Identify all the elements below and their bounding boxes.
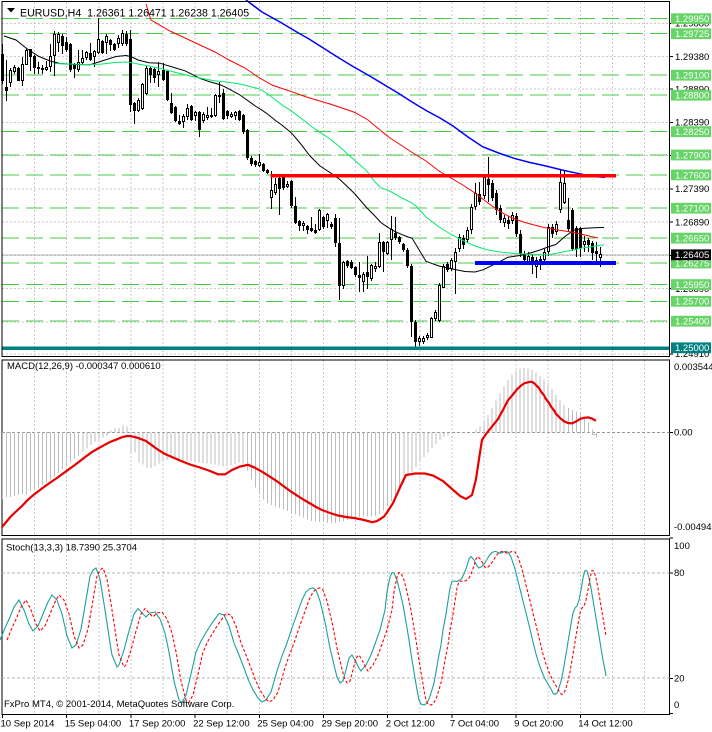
svg-text:10 Sep 2014: 10 Sep 2014 [1, 719, 55, 730]
svg-text:1.26405: 1.26405 [675, 250, 709, 261]
svg-text:29 Sep 20:00: 29 Sep 20:00 [322, 719, 379, 730]
svg-text:1.29380: 1.29380 [675, 52, 709, 63]
svg-text:1.25400: 1.25400 [675, 317, 709, 328]
svg-text:7 Oct 04:00: 7 Oct 04:00 [450, 719, 499, 730]
svg-text:25 Sep 04:00: 25 Sep 04:00 [257, 719, 314, 730]
svg-text:80: 80 [674, 568, 685, 579]
svg-text:1.25950: 1.25950 [675, 280, 709, 291]
svg-text:17 Sep 20:00: 17 Sep 20:00 [129, 719, 186, 730]
svg-text:1.29950: 1.29950 [675, 14, 709, 25]
svg-text:0.00: 0.00 [674, 428, 693, 439]
svg-text:Stoch(13,3,3) 18.7390 25.3704: Stoch(13,3,3) 18.7390 25.3704 [6, 543, 137, 554]
svg-text:1.28250: 1.28250 [675, 127, 709, 138]
svg-text:1.27900: 1.27900 [675, 150, 709, 161]
svg-text:1.29100: 1.29100 [675, 71, 709, 82]
svg-text:1.27600: 1.27600 [675, 170, 709, 181]
svg-text:-0.0049486: -0.0049486 [674, 522, 712, 533]
svg-text:1.29725: 1.29725 [675, 29, 709, 40]
svg-text:22 Sep 12:00: 22 Sep 12:00 [193, 719, 250, 730]
svg-text:9 Oct 20:00: 9 Oct 20:00 [514, 719, 563, 730]
svg-text:1.28800: 1.28800 [675, 91, 709, 102]
svg-text:1.26650: 1.26650 [675, 234, 709, 245]
svg-text:MACD(12,26,9) -0.000347 0.0006: MACD(12,26,9) -0.000347 0.000610 [7, 361, 161, 372]
svg-text:20: 20 [674, 674, 685, 685]
svg-text:1.25000: 1.25000 [675, 343, 709, 354]
svg-text:1.26275: 1.26275 [675, 258, 709, 269]
svg-text:0: 0 [674, 700, 679, 711]
svg-text:2 Oct 12:00: 2 Oct 12:00 [386, 719, 435, 730]
svg-text:1.27100: 1.27100 [675, 204, 709, 215]
svg-text:14 Oct 12:00: 14 Oct 12:00 [578, 719, 632, 730]
svg-text:EURUSD,H4 1.26361 1.26471 1.2: EURUSD,H4 1.26361 1.26471 1.26238 1.2640… [20, 8, 249, 20]
svg-text:1.26890: 1.26890 [675, 217, 709, 228]
svg-text:FxPro MT4, © 2001-2014, MetaQu: FxPro MT4, © 2001-2014, MetaQuotes Softw… [4, 699, 234, 710]
svg-text:0.0035444: 0.0035444 [674, 362, 712, 373]
svg-text:1.25700: 1.25700 [675, 297, 709, 308]
svg-text:1.24910: 1.24910 [675, 349, 709, 360]
svg-text:100: 100 [674, 541, 690, 552]
svg-text:1.27390: 1.27390 [675, 184, 709, 195]
svg-text:15 Sep 04:00: 15 Sep 04:00 [65, 719, 122, 730]
svg-text:1.28390: 1.28390 [675, 118, 709, 129]
